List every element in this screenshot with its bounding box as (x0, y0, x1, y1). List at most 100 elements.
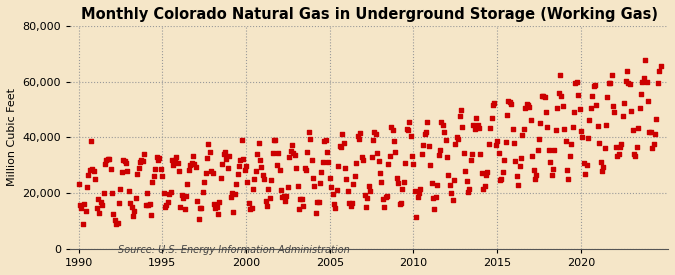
Point (337, 132, 348, 136)
Point (570, 80, 580, 85)
Point (360, 205, 371, 209)
Point (326, 185, 337, 189)
Point (219, 150, 230, 154)
Point (79, 202, 90, 206)
Point (144, 202, 155, 207)
Point (610, 145, 621, 149)
Point (163, 200, 173, 204)
Point (514, 164, 525, 169)
Point (649, 131, 660, 136)
Point (559, 127, 570, 131)
Point (249, 177, 260, 182)
Point (288, 151, 299, 155)
Point (213, 211, 223, 216)
Point (412, 194, 423, 199)
Point (421, 130, 431, 135)
Point (479, 184, 490, 189)
Point (227, 191, 238, 195)
Point (489, 101, 500, 106)
Point (516, 156, 526, 160)
Point (319, 139, 329, 143)
Point (118, 158, 129, 162)
Point (275, 188, 286, 192)
Point (390, 150, 401, 155)
Point (400, 160, 410, 165)
Point (257, 172, 268, 177)
Point (358, 157, 369, 162)
Point (184, 168, 194, 172)
Point (615, 145, 626, 150)
Point (190, 165, 201, 169)
Point (282, 184, 293, 189)
Point (342, 188, 353, 193)
Point (446, 190, 456, 195)
Point (111, 222, 122, 226)
Point (274, 167, 285, 172)
Point (137, 158, 148, 163)
Point (263, 186, 274, 191)
Point (161, 203, 172, 207)
Point (634, 106, 645, 110)
Point (411, 215, 422, 219)
Point (605, 81, 616, 86)
Point (284, 155, 295, 159)
Point (487, 103, 498, 108)
Point (552, 105, 563, 110)
Point (618, 114, 628, 118)
Point (512, 174, 522, 178)
Point (192, 199, 202, 204)
Point (238, 157, 248, 161)
Point (517, 133, 528, 137)
Point (194, 205, 205, 210)
Point (112, 221, 123, 226)
Point (214, 199, 225, 204)
Point (228, 210, 239, 214)
Point (296, 197, 307, 201)
Point (585, 106, 596, 110)
Point (203, 142, 214, 146)
Point (571, 80, 582, 85)
Point (218, 152, 229, 156)
Point (371, 132, 381, 137)
Point (87, 167, 98, 171)
Point (236, 137, 247, 142)
Point (636, 92, 647, 97)
Point (351, 161, 362, 165)
Point (215, 176, 226, 180)
Point (367, 155, 377, 160)
Point (372, 150, 383, 155)
Point (454, 114, 465, 118)
Point (408, 162, 419, 166)
Point (653, 69, 664, 73)
Point (329, 202, 340, 207)
Point (250, 169, 261, 173)
Point (606, 73, 617, 78)
Point (402, 127, 413, 132)
Point (331, 188, 342, 192)
Point (347, 201, 358, 205)
Point (598, 165, 609, 169)
Point (327, 192, 338, 197)
Point (508, 141, 519, 145)
Point (381, 194, 392, 199)
Point (317, 160, 328, 164)
Point (225, 195, 236, 199)
Point (91, 206, 102, 210)
Point (287, 143, 298, 147)
Point (202, 156, 213, 161)
Point (130, 196, 141, 200)
Point (404, 120, 414, 124)
Point (299, 166, 310, 171)
Point (310, 211, 321, 215)
Point (147, 180, 158, 184)
Point (533, 148, 543, 153)
Point (136, 158, 146, 163)
Point (616, 142, 627, 146)
Point (401, 127, 412, 132)
Point (562, 168, 572, 173)
Point (273, 151, 284, 156)
Point (259, 177, 269, 181)
Point (364, 189, 375, 193)
Y-axis label: Million Cubic Feet: Million Cubic Feet (7, 89, 17, 186)
Point (379, 205, 389, 210)
